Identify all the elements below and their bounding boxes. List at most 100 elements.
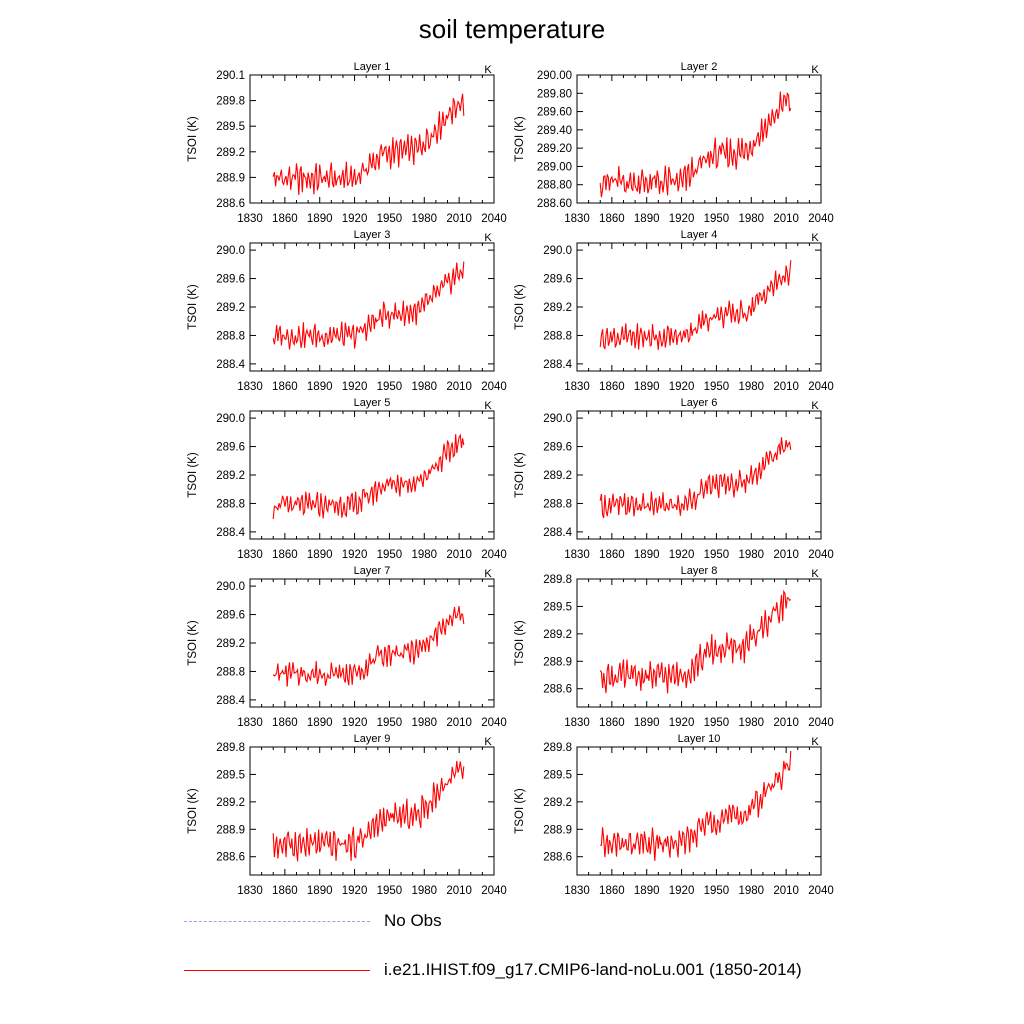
- layer-2-ytick-label: 289.80: [537, 88, 572, 100]
- layer-5-ytick-label: 290.0: [216, 413, 245, 425]
- layer-7-xtick-label: 1830: [237, 717, 263, 729]
- layer-7-ytick-label: 288.4: [216, 695, 245, 707]
- layer-6-xtick-label: 1890: [634, 549, 660, 561]
- layer-7-unit-corner: K: [484, 568, 492, 580]
- layer-7-series-line: [272, 606, 465, 687]
- legend-obs: No Obs: [184, 911, 442, 931]
- layer-8-xtick-label: 1980: [738, 717, 764, 729]
- layer-10-ytick-label: 289.8: [543, 742, 572, 754]
- layer-3-xtick-label: 1890: [307, 381, 333, 393]
- layer-7-ytick-label: 289.6: [216, 610, 245, 622]
- layer-9-ytick-label: 288.9: [216, 824, 245, 836]
- layer-4-ytick-label: 288.4: [543, 359, 572, 371]
- layer-10-xtick-label: 1830: [564, 885, 590, 897]
- layer-10-xtick-label: 1980: [738, 885, 764, 897]
- layer-1-ytick-label: 289.2: [216, 147, 245, 159]
- layer-5-frame: [249, 410, 495, 540]
- layer-10-xtick-label: 1860: [599, 885, 625, 897]
- layer-9-ytick-label: 289.8: [216, 742, 245, 754]
- layer-9-ytick-label: 289.2: [216, 797, 245, 809]
- layer-4-xtick-label: 1980: [738, 381, 764, 393]
- layer-10-xtick-label: 2040: [808, 885, 834, 897]
- layer-1-ytick-label: 290.1: [216, 70, 245, 82]
- layer-10-xtick-label: 1950: [704, 885, 730, 897]
- layer-4-unit-corner: K: [811, 232, 819, 244]
- layer-7-xtick-label: 1920: [342, 717, 368, 729]
- layer-10-ylabel: TSOI (K): [514, 788, 526, 834]
- layer-7-ytick-label: 290.0: [216, 581, 245, 593]
- layer-7-ytick-label: 289.2: [216, 638, 245, 650]
- layer-8-xtick-label: 1860: [599, 717, 625, 729]
- layer-4-xtick-label: 1950: [704, 381, 730, 393]
- layer-9-xtick-label: 1890: [307, 885, 333, 897]
- layer-7-xtick-label: 1860: [272, 717, 298, 729]
- layer-8-ytick-label: 289.2: [543, 629, 572, 641]
- layer-8-ytick-label: 288.9: [543, 656, 572, 668]
- layer-5-ytick-label: 289.2: [216, 470, 245, 482]
- layer-4-series-line: [599, 260, 792, 350]
- layer-10-xtick-label: 1890: [634, 885, 660, 897]
- layer-3-xtick-label: 1980: [411, 381, 437, 393]
- layer-6-title: Layer 6: [681, 397, 718, 409]
- layer-1-ytick-label: 289.8: [216, 96, 245, 108]
- layer-1-xtick-label: 1920: [342, 213, 368, 225]
- layer-9-title: Layer 9: [354, 733, 391, 745]
- layer-2-ytick-label: 289.40: [537, 125, 572, 137]
- layer-3-frame: [249, 242, 495, 372]
- layer-8-xtick-label: 1890: [634, 717, 660, 729]
- layer-10-ytick-label: 289.5: [543, 769, 572, 781]
- layer-6-series-line: [599, 437, 792, 519]
- layer-7-frame: [249, 578, 495, 708]
- layer-2-ytick-label: 290.00: [537, 70, 572, 82]
- layer-3-xtick-label: 2040: [481, 381, 507, 393]
- layer-5-ytick-label: 289.6: [216, 442, 245, 454]
- layer-6-frame: [576, 410, 822, 540]
- layer-9-xtick-label: 1980: [411, 885, 437, 897]
- layer-3-xtick-label: 1950: [377, 381, 403, 393]
- layer-6-ylabel: TSOI (K): [514, 452, 526, 498]
- layer-1-ytick-label: 288.6: [216, 198, 245, 210]
- layer-3-xtick-label: 1920: [342, 381, 368, 393]
- layer-7-xtick-label: 2010: [446, 717, 472, 729]
- layer-1-series-line: [272, 93, 465, 196]
- layer-10-unit-corner: K: [811, 736, 819, 748]
- layer-6-xtick-label: 2010: [773, 549, 799, 561]
- layer-1-xtick-label: 1980: [411, 213, 437, 225]
- layer-3-ytick-label: 288.4: [216, 359, 245, 371]
- layer-5-xtick-label: 1890: [307, 549, 333, 561]
- layer-9-xtick-label: 1950: [377, 885, 403, 897]
- layer-9-xtick-label: 1830: [237, 885, 263, 897]
- layer-2-xtick-label: 1890: [634, 213, 660, 225]
- layer-8-xtick-label: 1920: [669, 717, 695, 729]
- layer-8-unit-corner: K: [811, 568, 819, 580]
- layer-2-ytick-label: 288.80: [537, 180, 572, 192]
- layer-2-xtick-label: 1920: [669, 213, 695, 225]
- layer-2-xtick-label: 1830: [564, 213, 590, 225]
- layer-9-xtick-label: 2010: [446, 885, 472, 897]
- layer-2-ytick-label: 288.60: [537, 198, 572, 210]
- layer-2-ytick-label: 289.20: [537, 143, 572, 155]
- layer-1-frame: [249, 74, 495, 204]
- layer-2-xtick-label: 1980: [738, 213, 764, 225]
- layer-6-ytick-label: 288.4: [543, 527, 572, 539]
- layer-4-xtick-label: 1860: [599, 381, 625, 393]
- layer-8-xtick-label: 2040: [808, 717, 834, 729]
- layer-2-title: Layer 2: [681, 61, 718, 73]
- layer-9-ytick-label: 289.5: [216, 769, 245, 781]
- layer-2-ytick-label: 289.00: [537, 161, 572, 173]
- layer-10-xtick-label: 2010: [773, 885, 799, 897]
- layer-2-frame: [576, 74, 822, 204]
- layer-4-xtick-label: 1890: [634, 381, 660, 393]
- layer-5-series-line: [272, 433, 465, 519]
- layer-2-unit-corner: K: [811, 64, 819, 76]
- layer-7-xtick-label: 1890: [307, 717, 333, 729]
- layer-2-ylabel: TSOI (K): [514, 116, 526, 162]
- layer-5-ytick-label: 288.8: [216, 498, 245, 510]
- layer-6-unit-corner: K: [811, 400, 819, 412]
- layer-2-xtick-label: 2010: [773, 213, 799, 225]
- layer-1-xtick-label: 1860: [272, 213, 298, 225]
- layer-8-xtick-label: 1950: [704, 717, 730, 729]
- layer-10-series-line: [600, 750, 792, 861]
- layer-7-title: Layer 7: [354, 565, 391, 577]
